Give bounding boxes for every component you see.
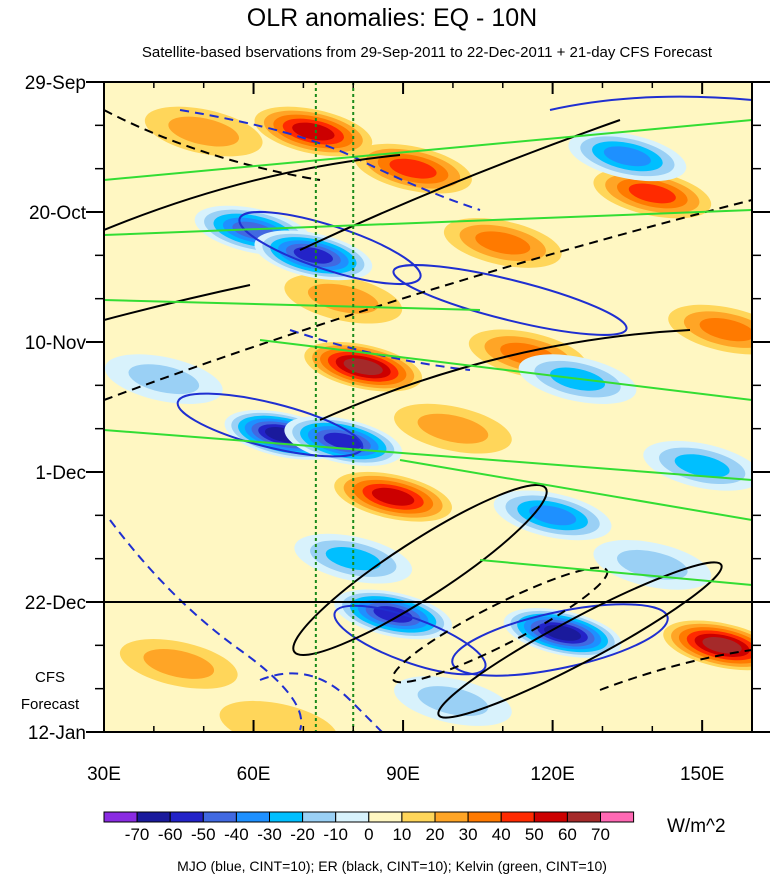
colorbar-label: -30 bbox=[257, 825, 282, 844]
anomaly-blob bbox=[699, 318, 752, 342]
anomaly-blob bbox=[616, 549, 688, 580]
anomaly-blob bbox=[628, 183, 676, 204]
mjo-contour bbox=[259, 672, 383, 732]
mjo-contour bbox=[549, 95, 752, 111]
colorbar-label: 20 bbox=[426, 825, 445, 844]
colorbar-swatch bbox=[269, 811, 304, 823]
kelvin-contour bbox=[399, 459, 752, 521]
kelvin-contour bbox=[479, 559, 752, 586]
colorbar-swatch bbox=[434, 811, 469, 823]
y-tick-label: 20-Oct bbox=[29, 203, 87, 224]
y-tick-label: 29-Sep bbox=[25, 73, 86, 94]
anomaly-blob bbox=[417, 413, 489, 444]
colorbar-label: 10 bbox=[392, 825, 411, 844]
anomaly-blob bbox=[702, 637, 742, 654]
kelvin-contour bbox=[104, 209, 752, 236]
mjo-contour bbox=[238, 210, 422, 286]
er-contour bbox=[599, 649, 752, 691]
kelvin-contour bbox=[104, 119, 752, 181]
colorbar-label: -50 bbox=[191, 825, 216, 844]
mjo-contour bbox=[109, 519, 303, 731]
colorbar-swatch bbox=[202, 811, 237, 823]
colorbar: -70 -60 -50 -40 -30 -20 -10 0 10 20 30 40 50 60 70 bbox=[103, 811, 635, 844]
plot-frame bbox=[103, 81, 753, 733]
colorbar-swatch bbox=[566, 811, 602, 823]
anomaly-blob bbox=[674, 454, 730, 478]
contour-legend: MJO (blue, CINT=10); ER (black, CINT=10)… bbox=[177, 858, 607, 874]
colorbar-swatch bbox=[235, 811, 270, 823]
colorbar-label: 0 bbox=[364, 825, 373, 844]
anomaly-blob bbox=[143, 648, 215, 679]
er-contour bbox=[104, 154, 401, 231]
anomaly-heat-layer bbox=[104, 106, 752, 732]
wave-contour-layer bbox=[104, 95, 752, 732]
anomaly-blob bbox=[371, 487, 415, 506]
colorbar-swatch bbox=[103, 811, 138, 823]
er-contour bbox=[104, 109, 321, 181]
x-tick-label: 90E bbox=[386, 764, 420, 785]
colorbar-label: -60 bbox=[158, 825, 183, 844]
anomaly-blob bbox=[529, 505, 577, 526]
colorbar-swatch bbox=[302, 811, 337, 823]
er-contour bbox=[391, 566, 609, 684]
y-tick-label: 22-Dec bbox=[25, 593, 86, 614]
mjo-contour bbox=[333, 604, 487, 676]
y-tick-label: 1-Dec bbox=[35, 463, 86, 484]
axis-ticks: 30E 60E 90E 120E 150E 29-Sep 20-Oct 10-Nov 1-Dec… bbox=[25, 73, 770, 785]
er-contour bbox=[292, 483, 548, 657]
er-contour bbox=[437, 561, 723, 719]
mjo-contour bbox=[392, 264, 628, 336]
colorbar-swatch bbox=[136, 811, 171, 823]
colorbar-label: -70 bbox=[125, 825, 150, 844]
colorbar-swatch bbox=[401, 811, 436, 823]
anomaly-blob bbox=[389, 158, 437, 179]
colorbar-swatch bbox=[500, 811, 535, 823]
anomaly-blob bbox=[219, 700, 338, 732]
reference-longitude-lines bbox=[314, 82, 355, 732]
anomaly-blob bbox=[292, 122, 335, 141]
mjo-contour bbox=[176, 392, 364, 458]
colorbar-swatch bbox=[368, 811, 403, 823]
colorbar-label: 40 bbox=[492, 825, 511, 844]
anomaly-blob bbox=[293, 247, 333, 264]
x-tick-label: 120E bbox=[530, 764, 574, 785]
kelvin-contour bbox=[104, 299, 481, 311]
colorbar-label: -20 bbox=[290, 825, 315, 844]
colorbar-label: 50 bbox=[525, 825, 544, 844]
colorbar-swatch bbox=[169, 811, 204, 823]
colorbar-swatch bbox=[335, 811, 370, 823]
colorbar-label: 30 bbox=[459, 825, 478, 844]
plot-area: 30E 60E 90E 120E 150E 29-Sep 20-Oct 10-Nov 1-Dec… bbox=[25, 73, 770, 785]
anomaly-blob bbox=[475, 231, 531, 255]
forecast-label: CFS Forecast bbox=[21, 669, 80, 713]
colorbar-label: 70 bbox=[591, 825, 610, 844]
chart-title: OLR anomalies: EQ - 10N bbox=[247, 4, 537, 32]
x-tick-label: 30E bbox=[87, 764, 121, 785]
colorbar-swatch bbox=[533, 811, 568, 823]
colorbar-swatch bbox=[467, 811, 502, 823]
anomaly-blob bbox=[417, 686, 489, 716]
anomaly-blob bbox=[168, 116, 240, 147]
y-tick-label: 12-Jan bbox=[28, 723, 86, 744]
er-contour bbox=[104, 199, 752, 401]
colorbar-label: 60 bbox=[558, 825, 577, 844]
forecast-label-line2: Forecast bbox=[21, 696, 80, 713]
kelvin-contour bbox=[259, 339, 752, 401]
forecast-label-line1: CFS bbox=[35, 669, 65, 686]
y-tick-label: 10-Nov bbox=[25, 333, 87, 354]
x-tick-label: 150E bbox=[680, 764, 724, 785]
chart-subtitle: Satellite-based bservations from 29-Sep-… bbox=[142, 44, 713, 61]
mjo-contour bbox=[451, 603, 669, 677]
x-tick-label: 60E bbox=[237, 764, 271, 785]
colorbar-label: -10 bbox=[323, 825, 348, 844]
colorbar-units: W/m^2 bbox=[667, 816, 726, 837]
anomaly-blob bbox=[603, 146, 651, 167]
colorbar-swatch bbox=[600, 811, 635, 823]
colorbar-label: -40 bbox=[224, 825, 249, 844]
er-contour bbox=[319, 329, 691, 421]
kelvin-contour bbox=[104, 429, 752, 481]
